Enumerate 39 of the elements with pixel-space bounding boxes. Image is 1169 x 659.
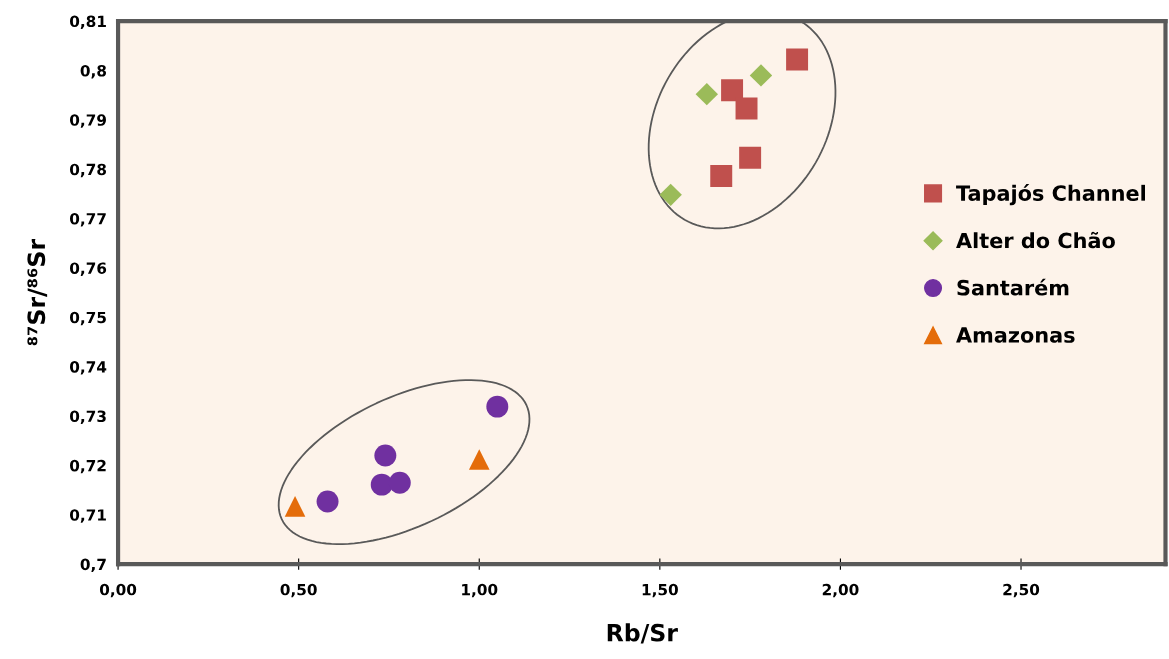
point bbox=[739, 146, 762, 169]
y-tick-label: 0,76 bbox=[70, 262, 107, 276]
point bbox=[749, 64, 773, 87]
y-tick-label: 0,78 bbox=[70, 163, 107, 178]
x-tick-label: 2,00 bbox=[822, 583, 859, 598]
y-tick-label: 0,75 bbox=[70, 311, 106, 326]
x-tick-label: 1,00 bbox=[462, 583, 498, 598]
legend-label: Alter do Chão bbox=[956, 231, 1115, 249]
legend-label: Santarém bbox=[957, 278, 1069, 296]
point bbox=[316, 490, 339, 513]
point bbox=[370, 473, 393, 496]
x-tick-label: 0,50 bbox=[280, 583, 317, 598]
point bbox=[284, 496, 306, 517]
y-tick-label: 0,79 bbox=[70, 114, 106, 128]
x-axis-title: Rb/Sr bbox=[607, 623, 678, 644]
x-tick-label: 2,50 bbox=[1003, 583, 1040, 598]
point bbox=[659, 183, 682, 207]
point bbox=[468, 449, 490, 470]
point bbox=[710, 165, 733, 188]
y-tick-label: 0,72 bbox=[70, 459, 106, 474]
y-tick-label: 0,71 bbox=[70, 509, 106, 523]
legend-label: Amazonas bbox=[956, 327, 1075, 343]
point bbox=[786, 48, 809, 71]
x-tick-label: 1,50 bbox=[642, 583, 678, 598]
y-axis-title: ⁸⁷Sr/⁸⁶Sr bbox=[27, 239, 48, 346]
point bbox=[695, 82, 718, 106]
y-tick-label: 0,73 bbox=[70, 410, 106, 424]
point bbox=[388, 471, 411, 494]
point bbox=[721, 79, 744, 102]
x-tick-label: 0,00 bbox=[99, 583, 137, 598]
point bbox=[486, 395, 509, 418]
point bbox=[735, 97, 758, 120]
legend-label: Tapajós Channel bbox=[956, 184, 1145, 206]
point bbox=[374, 444, 397, 467]
y-tick-label: 0,81 bbox=[70, 15, 106, 30]
y-tick-label: 0,8 bbox=[80, 64, 107, 79]
y-tick-label: 0,74 bbox=[70, 361, 107, 375]
y-tick-label: 0,77 bbox=[70, 213, 106, 227]
y-tick-label: 0,7 bbox=[80, 558, 106, 573]
